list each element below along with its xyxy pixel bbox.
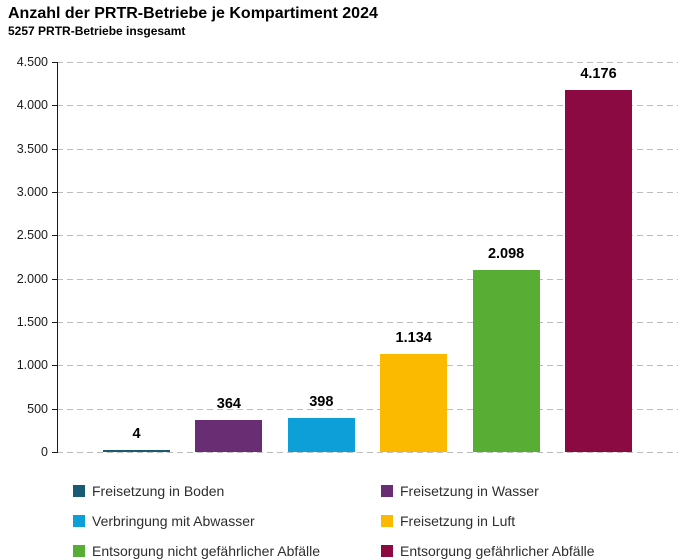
y-axis-label: 4.500 (16, 55, 48, 69)
legend-label: Verbringung mit Abwasser (92, 512, 255, 529)
legend-swatch-icon (381, 545, 393, 557)
y-axis-tick (52, 62, 57, 63)
legend-item-1: Freisetzung in Boden (73, 482, 381, 499)
y-axis-tick (52, 278, 57, 280)
y-axis-tick (52, 408, 57, 410)
gridline (57, 62, 678, 63)
bar-value-label: 364 (216, 396, 241, 413)
bar-value-label: 2.098 (487, 246, 525, 263)
gridline (57, 278, 678, 280)
legend-item-3: Verbringung mit Abwasser (73, 512, 381, 529)
gridline (57, 235, 678, 237)
bar-3 (287, 417, 355, 452)
legend-label: Entsorgung nicht gefährlicher Abfälle (92, 542, 321, 559)
gridline (57, 192, 678, 193)
y-axis-label: 0 (41, 445, 48, 459)
gridline (57, 365, 678, 367)
y-axis-label: 500 (27, 401, 48, 416)
y-axis-label: 3.500 (16, 141, 48, 156)
y-axis-label: 2.000 (16, 271, 48, 286)
plot-area: 0 500 1.000 1.500 2.000 2.500 3.000 3.500 4.000 4… (16, 55, 678, 459)
y-axis-tick (52, 452, 57, 453)
legend-label: Freisetzung in Boden (92, 482, 225, 499)
bar-1 (103, 450, 170, 452)
bar-value-label: 398 (309, 393, 334, 410)
legend-swatch-icon (73, 545, 85, 557)
legend-swatch-icon (73, 485, 85, 497)
y-axis-tick (52, 235, 57, 237)
y-axis-label: 4.000 (16, 98, 48, 113)
legend: Freisetzung in Boden Freisetzung in Wasse… (73, 476, 673, 560)
legend-label: Freisetzung in Wasser (400, 482, 539, 499)
legend-swatch-icon (381, 515, 393, 527)
legend-label: Entsorgung gefährlicher Abfälle (400, 542, 595, 559)
chart-title: Anzahl der PRTR-Betriebe je Kompartiment… (8, 5, 378, 22)
gridline (57, 148, 678, 150)
legend-item-5: Entsorgung nicht gefährlicher Abfälle (73, 542, 381, 559)
legend-item-2: Freisetzung in Wasser (381, 482, 673, 499)
y-axis-tick (52, 365, 57, 367)
gridline (57, 408, 678, 410)
y-axis-label: 1.000 (16, 358, 48, 373)
y-axis-line (57, 62, 58, 453)
gridline (57, 105, 678, 107)
y-axis-tick (52, 192, 57, 193)
legend-swatch-icon (73, 515, 85, 527)
y-axis-label: 2.500 (16, 228, 48, 243)
bar-6 (565, 90, 632, 452)
legend-label: Freisetzung in Luft (400, 512, 516, 529)
y-axis-label: 3.000 (16, 185, 48, 199)
bar-4 (380, 353, 448, 452)
bar-value-label: 4.176 (580, 66, 617, 83)
y-axis-tick (52, 322, 57, 323)
bar-5 (472, 270, 540, 452)
legend-item-6: Entsorgung gefährlicher Abfälle (381, 542, 673, 559)
legend-item-4: Freisetzung in Luft (381, 512, 673, 529)
chart-subtitle: 5257 PRTR-Betriebe insgesamt (8, 24, 186, 38)
gridline (57, 322, 678, 323)
y-axis-label: 1.500 (16, 315, 48, 329)
legend-swatch-icon (381, 485, 393, 497)
y-axis-tick (52, 148, 57, 150)
bar-value-label: 4 (132, 426, 141, 442)
bar-value-label: 1.134 (395, 329, 432, 346)
bar-2 (195, 420, 263, 452)
y-axis-tick (52, 105, 57, 107)
gridline (57, 452, 678, 453)
